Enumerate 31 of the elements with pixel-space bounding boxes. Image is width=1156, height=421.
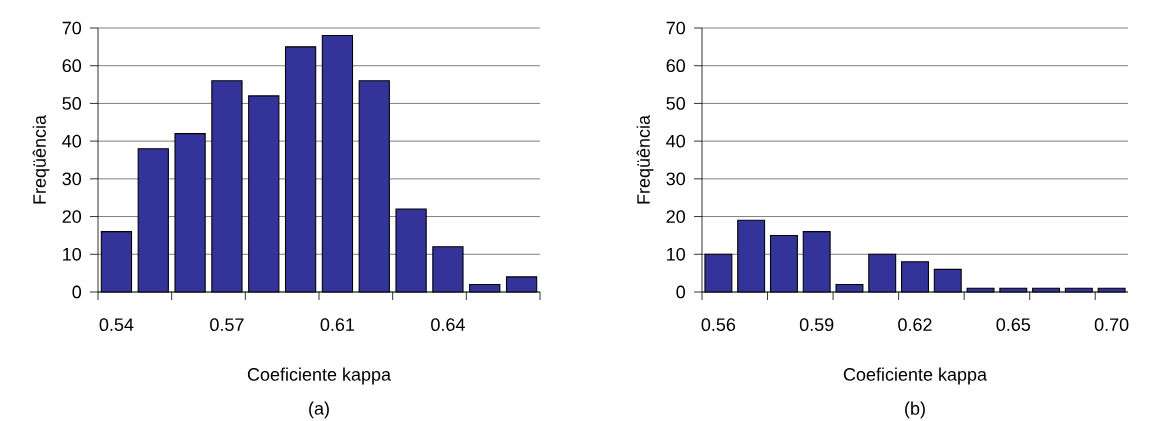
y-tick-label: 50 <box>62 97 82 110</box>
text: (b) <box>905 401 925 419</box>
y-tick-label: 40 <box>666 134 686 148</box>
y-tick-label: 10 <box>667 247 686 261</box>
x-tick-label: 0.65 <box>996 318 1031 331</box>
y-axis-title: Freqüência <box>32 114 50 204</box>
x-tick-label: 0.64 <box>431 318 465 331</box>
x-axis-title: Coeficiente kappa <box>247 367 392 385</box>
x-tick-label: 0.59 <box>799 318 834 331</box>
y-tick-label: 50 <box>666 97 686 110</box>
x-tick-label: 0.62 <box>898 318 932 331</box>
y-tick-label: 70 <box>666 21 686 35</box>
y-tick-label: 60 <box>62 59 82 73</box>
y-axis-title: Freqüência <box>636 114 654 204</box>
y-tick-label: 70 <box>62 21 82 35</box>
y-tick-label: 40 <box>62 134 82 148</box>
y-tick-label: 0 <box>676 285 686 299</box>
y-tick-label: 30 <box>666 172 686 186</box>
x-axis-title: Coeficiente kappa <box>843 367 988 385</box>
y-tick-label: 60 <box>666 59 686 73</box>
x-tick-label: 0.54 <box>99 318 134 331</box>
y-tick-label: 20 <box>666 210 686 223</box>
x-tick-label: 0.56 <box>701 318 736 331</box>
x-tick-label: 0.61 <box>320 318 355 331</box>
y-tick-label: 10 <box>63 247 82 261</box>
x-tick-label: 0.70 <box>1094 318 1129 331</box>
y-tick-label: 30 <box>62 172 82 186</box>
y-tick-label: 0 <box>72 285 82 299</box>
text: (a) <box>309 401 329 419</box>
x-tick-label: 0.57 <box>210 318 244 331</box>
y-tick-label: 20 <box>62 210 82 223</box>
